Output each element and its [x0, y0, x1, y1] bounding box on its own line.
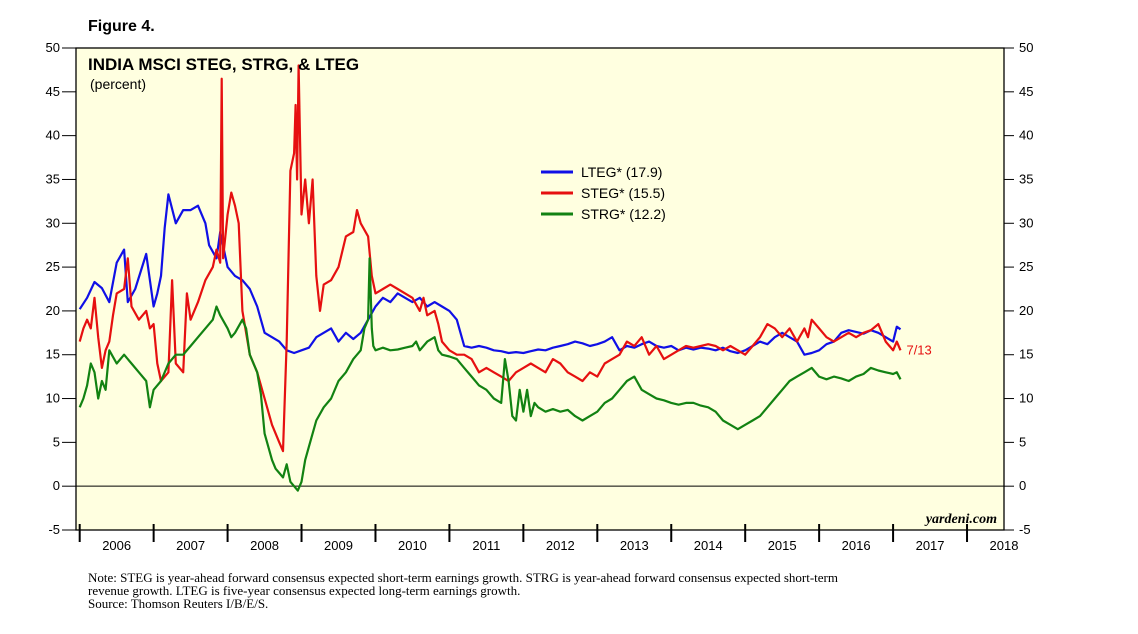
- y-tick-label-right: 35: [1019, 171, 1033, 186]
- series-line: [78, 64, 902, 453]
- y-tick-label-right: 5: [1019, 434, 1026, 449]
- y-tick-label-right: 0: [1019, 478, 1026, 493]
- series-line: [78, 257, 902, 492]
- note-line-2: revenue growth. LTEG is five-year consen…: [88, 583, 521, 598]
- y-tick-label-left: 25: [46, 259, 60, 274]
- x-year-label: 2008: [250, 538, 279, 553]
- y-tick-label-right: 25: [1019, 259, 1033, 274]
- x-year-label: 2015: [768, 538, 797, 553]
- y-tick-label-right: 40: [1019, 128, 1033, 143]
- y-tick-label-left: 5: [53, 434, 60, 449]
- y-tick-label-left: 30: [46, 215, 60, 230]
- figure-label: Figure 4.: [88, 18, 155, 35]
- legend-label: LTEG* (17.9): [581, 164, 662, 180]
- legend: LTEG* (17.9) STEG* (15.5) STRG* (12.2): [541, 164, 666, 222]
- y-tick-label-left: 35: [46, 171, 60, 186]
- y-tick-label-right: -5: [1019, 522, 1031, 537]
- x-axis: 2006 2007 2008 2009 2010 2011 2012 2013 2014 2015…: [78, 524, 1019, 553]
- x-year-label: 2017: [916, 538, 945, 553]
- y-tick-label-left: 45: [46, 84, 60, 99]
- y-tick-label-right: 20: [1019, 303, 1033, 318]
- x-year-label: 2011: [472, 538, 500, 553]
- x-year-label: 2013: [620, 538, 649, 553]
- y-tick-label-left: 15: [46, 347, 60, 362]
- plot-frame: [75, 47, 1005, 531]
- note-line-3: Source: Thomson Reuters I/B/E/S.: [88, 596, 269, 611]
- note-line-1: Note: STEG is year-ahead forward consens…: [88, 570, 838, 585]
- x-year-label: 2012: [546, 538, 575, 553]
- y-tick-label-left: 50: [46, 40, 60, 55]
- end-date-annotation: 7/13: [906, 342, 931, 357]
- chart-subtitle: (percent): [90, 76, 146, 92]
- y-tick-label-left: 10: [46, 391, 60, 406]
- x-year-label: 2009: [324, 538, 353, 553]
- x-year-label: 2007: [176, 538, 205, 553]
- notes: Note: STEG is year-ahead forward consens…: [88, 571, 1048, 610]
- series-layer: 7/13: [78, 64, 932, 492]
- x-year-label: 2010: [398, 538, 427, 553]
- x-year-label: 2006: [102, 538, 131, 553]
- x-year-label: 2018: [990, 538, 1019, 553]
- x-year-label: 2014: [694, 538, 723, 553]
- y-tick-label-right: 50: [1019, 40, 1033, 55]
- legend-label: STEG* (15.5): [581, 185, 665, 201]
- series-line: [78, 193, 902, 356]
- plot-background: [76, 48, 1004, 530]
- watermark: yardeni.com: [924, 512, 997, 527]
- chart-title: INDIA MSCI STEG, STRG, & LTEG: [88, 55, 359, 74]
- legend-label: STRG* (12.2): [581, 206, 666, 222]
- y-tick-label-right: 30: [1019, 215, 1033, 230]
- y-axis-left: -5 0 5 10 15 20 25 30 35 40 45 50: [46, 40, 76, 537]
- y-tick-label-right: 45: [1019, 84, 1033, 99]
- y-tick-label-left: 20: [46, 303, 60, 318]
- y-axis-right: -5 0 5 10 15 20 25 30 35 40 45 50: [1004, 40, 1033, 537]
- y-tick-label-right: 15: [1019, 347, 1033, 362]
- y-tick-label-left: 0: [53, 478, 60, 493]
- y-tick-label-left: -5: [48, 522, 60, 537]
- x-year-label: 2016: [842, 538, 871, 553]
- y-tick-label-right: 10: [1019, 391, 1033, 406]
- chart: -5 0 5 10 15 20 25 30 35 40 45 50 -5 0 5 10 15 20 25 30 35 4…: [46, 40, 1034, 553]
- y-tick-label-left: 40: [46, 128, 60, 143]
